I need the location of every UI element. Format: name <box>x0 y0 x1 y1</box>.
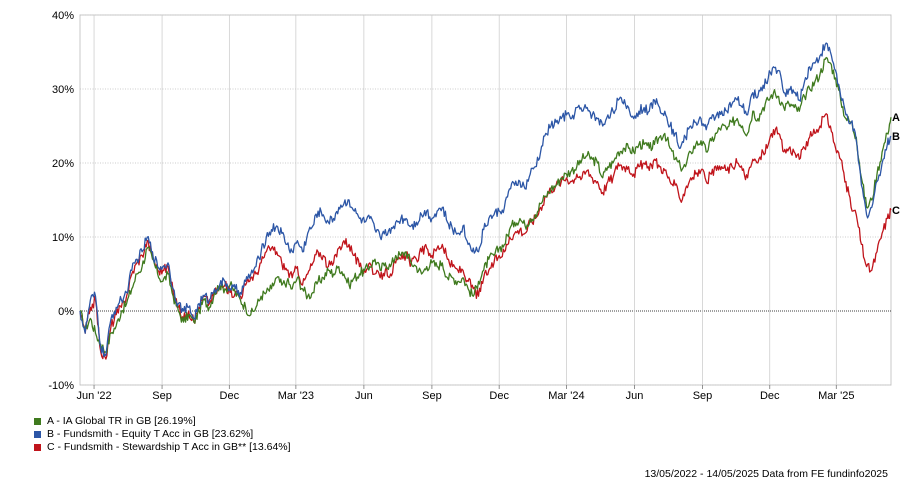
legend-label-c: C - Fundsmith - Stewardship T Acc in GB*… <box>47 441 291 453</box>
y-tick-label: 20% <box>52 158 74 170</box>
series-end-label-a: A <box>892 112 900 124</box>
data-source-footer: 13/05/2022 - 14/05/2025 Data from FE fun… <box>644 468 888 480</box>
axis-layer: -10% 0% 10% 20% 30% 40% Jun '22 Sep Dec Mar '23 Ju… <box>48 10 854 402</box>
x-tick-label: Sep <box>152 390 172 402</box>
series-layer <box>79 42 892 360</box>
series-end-label-b: B <box>892 131 900 143</box>
series-line-b <box>79 42 892 358</box>
x-tick-label: Jun <box>355 390 373 402</box>
x-tick-label: Dec <box>220 390 240 402</box>
x-tick-label: Mar '24 <box>548 390 584 402</box>
legend-swatch-b <box>34 431 41 438</box>
x-tick-label: Mar '25 <box>818 390 854 402</box>
series-end-label-c: C <box>892 205 900 217</box>
y-tick-label: 30% <box>52 84 74 96</box>
x-tick-label: Mar '23 <box>278 390 314 402</box>
legend-label-b: B - Fundsmith - Equity T Acc in GB [23.6… <box>47 428 254 440</box>
y-tick-label: 40% <box>52 10 74 22</box>
x-tick-label: Sep <box>422 390 442 402</box>
x-tick-label: Jun '22 <box>76 390 111 402</box>
end-label-layer: AB C <box>892 112 900 217</box>
legend-swatch-c <box>34 444 41 451</box>
legend-item-a: A - IA Global TR in GB [26.19%] <box>34 415 291 428</box>
legend-swatch-a <box>34 418 41 425</box>
legend: A - IA Global TR in GB [26.19%] B - Fund… <box>34 415 291 454</box>
line-chart: -10% 0% 10% 20% 30% 40% Jun '22 Sep Dec Mar '23 Ju… <box>48 10 900 402</box>
legend-label-a: A - IA Global TR in GB [26.19%] <box>47 415 196 427</box>
legend-item-c: C - Fundsmith - Stewardship T Acc in GB*… <box>34 441 291 454</box>
y-tick-label: 0% <box>58 306 74 318</box>
y-tick-label: -10% <box>48 380 74 392</box>
legend-item-b: B - Fundsmith - Equity T Acc in GB [23.6… <box>34 428 291 441</box>
x-tick-label: Dec <box>760 390 780 402</box>
y-tick-label: 10% <box>52 232 74 244</box>
x-tick-label: Sep <box>693 390 713 402</box>
series-line-a <box>79 56 892 354</box>
x-tick-label: Jun <box>626 390 644 402</box>
x-tick-label: Dec <box>489 390 509 402</box>
series-line-c <box>79 113 892 360</box>
